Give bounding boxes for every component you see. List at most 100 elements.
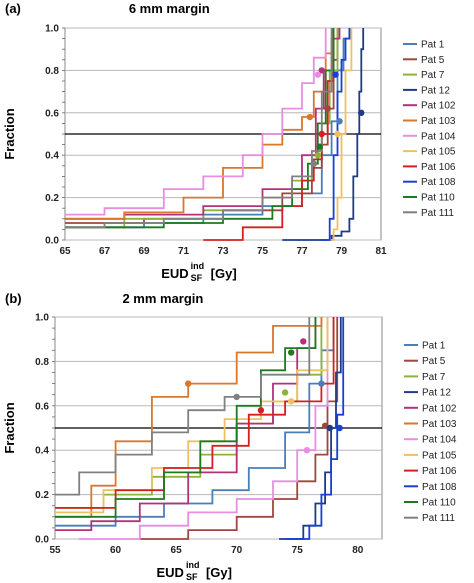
- x-axis-unit: [Gy]: [206, 565, 232, 580]
- y-tick-label: 0.2: [45, 193, 59, 204]
- x-tick-label: 60: [110, 545, 122, 556]
- series-line-pat-103: [55, 317, 323, 518]
- legend-label: Pat 111: [422, 513, 455, 524]
- y-tick-label: 0.6: [45, 108, 59, 119]
- median-point-pat-108: [336, 424, 343, 432]
- median-point-pat-1: [336, 118, 343, 125]
- y-tick-label: 0.4: [35, 446, 49, 457]
- y-axis-title: Fraction: [2, 108, 17, 159]
- median-point-pat-111: [233, 393, 240, 401]
- legend-label: Pat 12: [421, 85, 450, 96]
- series-line-pat-12: [282, 28, 365, 241]
- legend: Pat 1 Pat 5 Pat 7 Pat 12 Pat 102 Pat 103 Pat 1…: [403, 40, 456, 219]
- x-tick-label: 73: [217, 246, 229, 257]
- legend-label: Pat 7: [422, 372, 446, 383]
- series-line-pat-106: [55, 317, 335, 509]
- x-axis-title: EUD: [161, 266, 188, 281]
- legend-label: Pat 106: [422, 466, 457, 477]
- series-line-pat-102: [55, 317, 317, 531]
- series-line-pat-5: [139, 317, 339, 540]
- series-line-pat-108: [321, 28, 351, 241]
- median-point-pat-1: [318, 380, 325, 387]
- median-point-pat-104: [303, 447, 311, 454]
- legend-label: Pat 12: [422, 388, 451, 399]
- x-tick-label: 55: [49, 545, 61, 556]
- x-axis-subscript: SF: [191, 273, 203, 283]
- series-line-pat-12: [279, 317, 342, 540]
- chart-panel-b: 55 60 65 70 75 80 0.0 0.2 0.4 0.6 0.8 1.0 (b) 2 mm ma…: [2, 291, 457, 582]
- series-line-pat-104: [79, 317, 329, 540]
- legend-label: Pat 5: [421, 55, 445, 66]
- median-point-pat-104: [314, 71, 321, 78]
- legend-label: Pat 111: [421, 208, 454, 219]
- panel-label: (a): [5, 1, 21, 16]
- legend-label: Pat 7: [421, 70, 445, 81]
- y-tick-label: 1.0: [35, 313, 49, 324]
- x-axis-title: EUD: [157, 565, 184, 580]
- legend-label: Pat 1: [421, 40, 445, 51]
- y-axis-title: Fraction: [2, 402, 17, 453]
- legend-label: Pat 108: [421, 177, 456, 188]
- series-line-pat-104: [65, 28, 327, 216]
- x-tick-label: 79: [336, 246, 348, 257]
- legend-label: Pat 106: [421, 162, 456, 173]
- legend-label: Pat 102: [421, 101, 456, 112]
- median-point-pat-105: [287, 398, 295, 405]
- x-axis-subscript: SF: [186, 572, 198, 582]
- y-tick-label: 0.6: [35, 401, 49, 412]
- x-tick-label: 65: [171, 545, 183, 556]
- median-point-pat-102: [318, 67, 325, 74]
- median-point-pat-111: [310, 160, 318, 167]
- legend-label: Pat 104: [422, 435, 457, 446]
- x-tick-label: 77: [296, 246, 308, 257]
- series-line-pat-111: [55, 317, 311, 496]
- x-tick-label: 81: [375, 246, 387, 257]
- legend-label: Pat 102: [422, 403, 457, 414]
- y-tick-label: 0.4: [45, 151, 59, 162]
- x-axis-superscript: ind: [191, 261, 205, 271]
- legend-label: Pat 1: [422, 341, 446, 352]
- legend-label: Pat 5: [422, 356, 446, 367]
- legend-label: Pat 108: [422, 482, 457, 493]
- median-point-pat-102: [300, 338, 307, 345]
- legend-label: Pat 104: [421, 131, 456, 142]
- median-point-pat-110: [287, 349, 295, 356]
- panel-label: (b): [5, 291, 22, 306]
- median-point-pat-106: [318, 130, 325, 138]
- x-tick-label: 75: [257, 246, 269, 257]
- legend: Pat 1 Pat 5 Pat 7 Pat 12 Pat 102 Pat 103 Pat 1…: [404, 341, 457, 524]
- x-tick-label: 65: [59, 246, 71, 257]
- x-tick-label: 80: [352, 545, 364, 556]
- x-axis-superscript: ind: [186, 560, 200, 570]
- chart-panel-a: 65 67 69 71 73 75 77 79 81 0.0 0.2 0.4 0.6 0.8 1.0 (a) 6…: [2, 1, 456, 283]
- legend-label: Pat 105: [422, 450, 457, 461]
- series-line-pat-108: [285, 317, 345, 540]
- median-point-pat-108: [332, 71, 339, 78]
- median-point-pat-7: [314, 152, 321, 159]
- y-tick-label: 0.2: [35, 490, 49, 501]
- x-tick-label: 71: [178, 246, 190, 257]
- median-point-pat-106: [257, 407, 265, 414]
- median-point-pat-103: [306, 113, 314, 121]
- median-point-pat-105: [334, 130, 341, 138]
- chart-title: 6 mm margin: [129, 1, 210, 16]
- y-tick-label: 0.0: [35, 535, 49, 546]
- median-point-pat-7: [281, 389, 289, 396]
- median-point-pat-12: [358, 109, 365, 117]
- legend-label: Pat 103: [421, 116, 456, 127]
- legend-label: Pat 103: [422, 419, 457, 430]
- legend-label: Pat 105: [421, 147, 456, 158]
- median-point-pat-5: [321, 422, 329, 429]
- median-point-pat-5: [324, 105, 331, 112]
- x-tick-label: 67: [99, 246, 111, 257]
- median-point-pat-12: [326, 424, 334, 432]
- x-tick-label: 69: [138, 246, 150, 257]
- median-point-pat-110: [316, 143, 323, 150]
- y-tick-label: 1.0: [45, 24, 59, 35]
- series-line-pat-110: [55, 317, 317, 518]
- x-tick-label: 75: [292, 545, 304, 556]
- legend-label: Pat 110: [422, 498, 456, 509]
- series-line-pat-106: [203, 28, 335, 241]
- series-line-pat-105: [325, 28, 353, 241]
- y-tick-label: 0.8: [35, 357, 49, 368]
